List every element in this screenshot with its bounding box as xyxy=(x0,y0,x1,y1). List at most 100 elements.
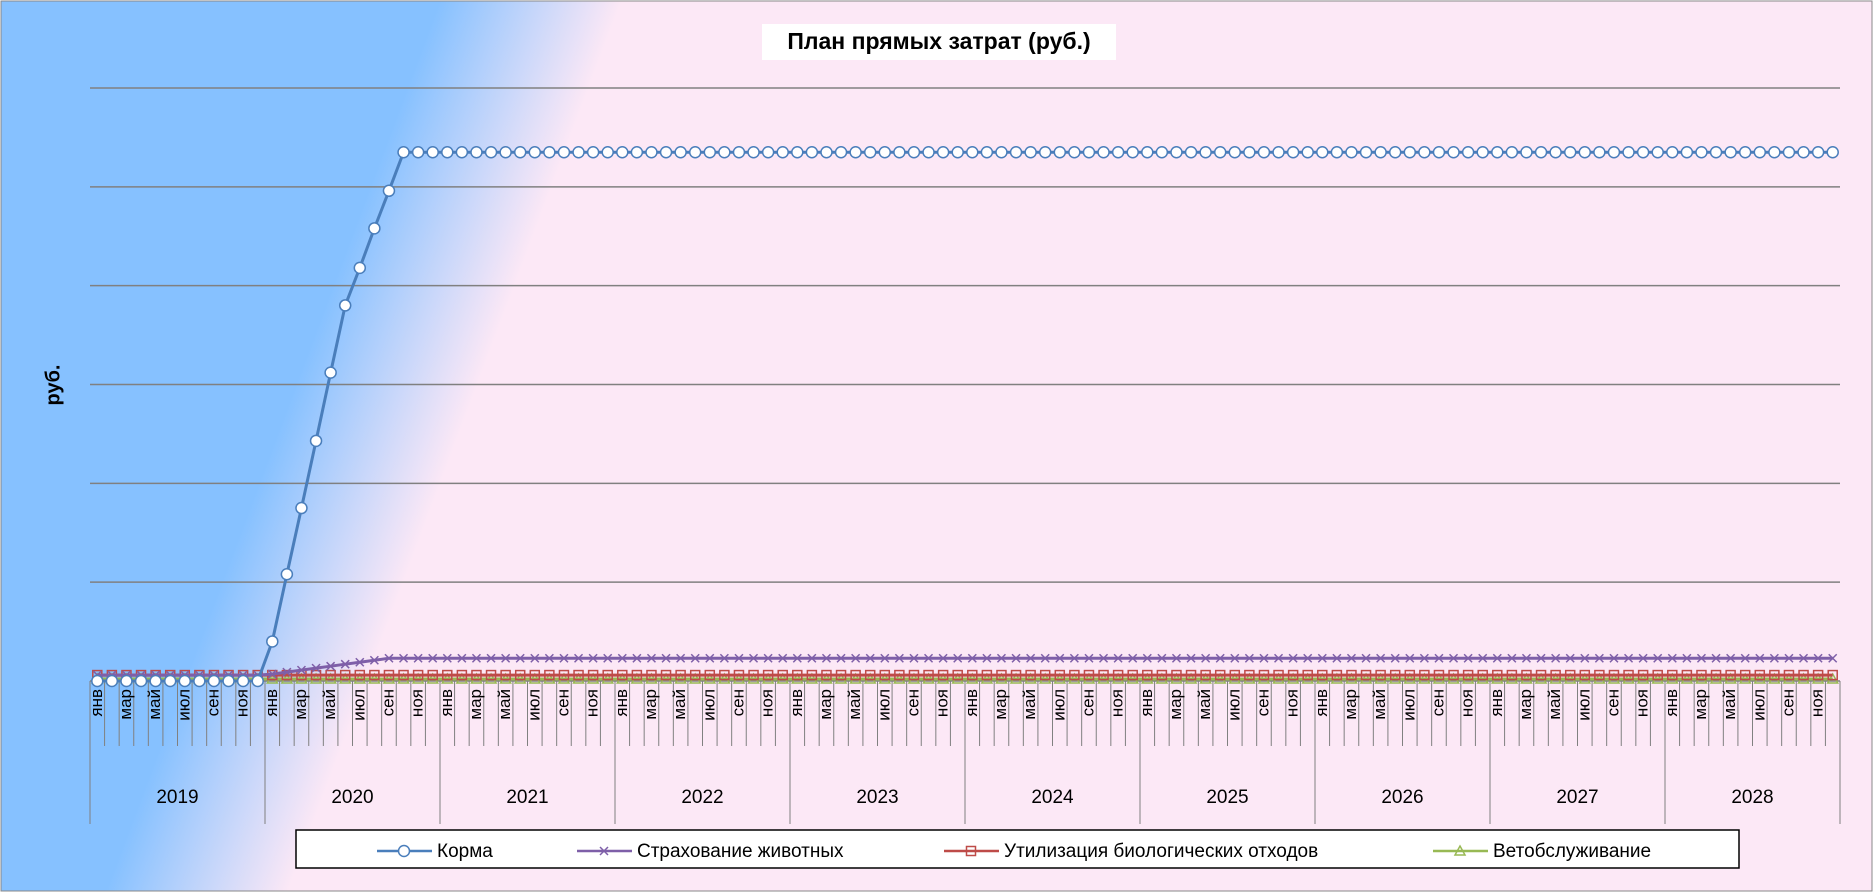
x-tick-label: мар xyxy=(466,689,485,720)
marker xyxy=(719,653,729,663)
marker xyxy=(1811,672,1825,684)
marker xyxy=(776,672,789,684)
marker xyxy=(1826,145,1839,159)
marker xyxy=(1783,669,1795,681)
marker xyxy=(559,653,569,663)
marker xyxy=(1609,653,1619,663)
marker xyxy=(1682,653,1692,663)
marker xyxy=(514,669,526,681)
marker xyxy=(280,672,294,684)
marker xyxy=(1360,669,1372,681)
x-tick-label: май xyxy=(1720,689,1739,720)
marker xyxy=(1738,145,1752,159)
marker xyxy=(733,669,745,681)
marker xyxy=(1432,672,1446,684)
marker xyxy=(1652,669,1663,681)
marker xyxy=(1593,672,1606,684)
marker xyxy=(1709,672,1723,684)
x-tick-label: ноя xyxy=(408,689,427,717)
marker xyxy=(1068,672,1081,684)
marker xyxy=(586,145,600,159)
marker xyxy=(441,145,454,159)
marker xyxy=(1651,145,1664,159)
marker xyxy=(1565,653,1575,663)
marker xyxy=(863,145,877,159)
marker xyxy=(1667,669,1678,681)
legend-label: Ветобслуживание xyxy=(1493,841,1651,862)
marker xyxy=(1111,145,1125,159)
marker xyxy=(1667,653,1677,663)
marker xyxy=(105,674,119,688)
marker xyxy=(1244,653,1254,663)
marker xyxy=(1549,145,1562,159)
x-tick-label: май xyxy=(495,689,514,720)
marker xyxy=(1680,145,1694,159)
marker xyxy=(471,669,482,681)
marker xyxy=(601,672,614,684)
marker xyxy=(1302,669,1313,681)
marker xyxy=(486,653,496,663)
marker xyxy=(412,669,424,681)
marker xyxy=(513,672,527,684)
marker xyxy=(587,669,599,681)
marker xyxy=(1520,672,1533,684)
marker xyxy=(354,669,366,681)
marker xyxy=(1111,672,1125,684)
marker xyxy=(835,669,847,681)
x-tick-label: мар xyxy=(1691,689,1710,720)
year-label: 2026 xyxy=(1381,787,1423,808)
marker xyxy=(588,653,598,663)
marker xyxy=(1477,669,1488,681)
marker xyxy=(1184,145,1198,159)
marker xyxy=(1594,669,1605,681)
marker xyxy=(1010,669,1022,681)
marker xyxy=(1594,653,1604,663)
marker xyxy=(1799,653,1809,663)
marker xyxy=(501,653,511,663)
marker xyxy=(282,667,292,677)
marker xyxy=(1199,145,1212,159)
marker xyxy=(834,672,848,684)
marker xyxy=(616,145,629,159)
marker xyxy=(1826,672,1839,684)
marker xyxy=(732,145,746,159)
marker xyxy=(426,672,439,684)
marker xyxy=(1463,653,1473,663)
marker xyxy=(688,145,702,159)
marker xyxy=(1755,653,1765,663)
x-tick-label: май xyxy=(145,689,164,720)
marker xyxy=(1812,669,1824,681)
marker xyxy=(1228,145,1242,159)
x-tick-label: янв xyxy=(437,689,456,717)
marker xyxy=(1491,672,1504,684)
marker xyxy=(1257,145,1271,159)
marker xyxy=(894,653,904,663)
marker xyxy=(1740,653,1750,663)
marker xyxy=(1040,653,1050,663)
marker xyxy=(572,145,585,159)
x-tick-label: янв xyxy=(1487,689,1506,717)
marker xyxy=(996,653,1006,663)
marker xyxy=(763,653,773,663)
marker xyxy=(1084,653,1094,663)
marker xyxy=(980,672,994,684)
marker xyxy=(1506,669,1518,681)
marker xyxy=(865,653,875,663)
x-tick-label: июл xyxy=(699,689,718,721)
marker xyxy=(353,261,367,275)
marker xyxy=(1128,653,1138,663)
y-axis-label: руб. xyxy=(42,365,64,406)
marker xyxy=(849,145,862,159)
marker xyxy=(966,672,979,684)
marker xyxy=(1170,145,1183,159)
marker xyxy=(1230,653,1240,663)
marker xyxy=(280,568,294,581)
marker xyxy=(1738,672,1752,684)
marker xyxy=(879,669,891,681)
marker xyxy=(645,672,658,684)
marker xyxy=(792,653,802,663)
marker xyxy=(207,674,221,688)
marker xyxy=(1418,672,1431,684)
marker xyxy=(1345,672,1358,684)
